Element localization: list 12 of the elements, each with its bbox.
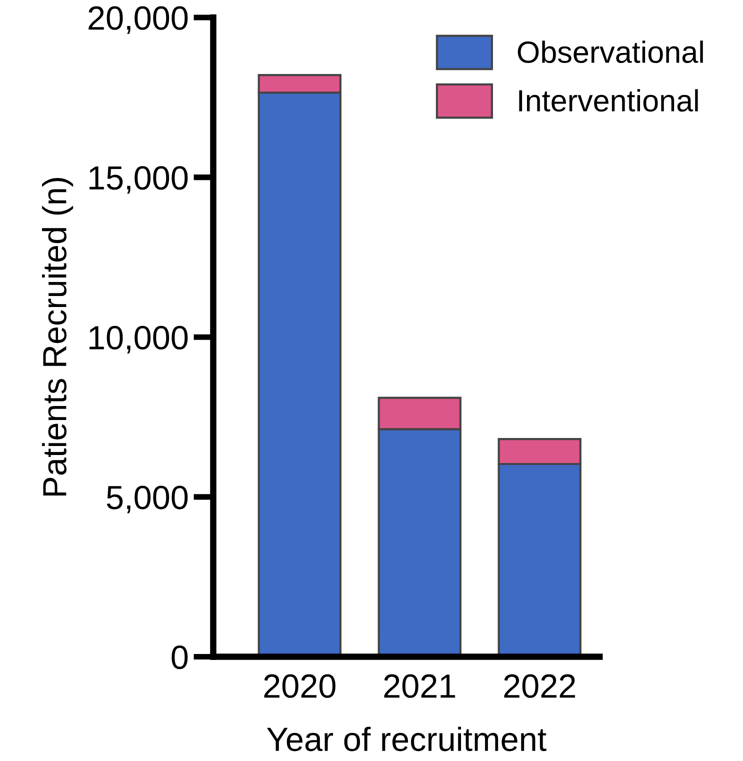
x-tick-label: 2022	[504, 674, 576, 698]
y-tick-label: 0	[172, 646, 188, 670]
legend-label: Observational	[518, 40, 703, 64]
y-axis-title: Patients Recruited (n)	[42, 178, 74, 496]
x-tick-label: 2020	[264, 674, 336, 698]
x-axis-title: Year of recruitment	[266, 726, 546, 752]
y-tick-label: 10,000	[90, 326, 188, 354]
y-tick-label: 15,000	[90, 166, 188, 194]
y-tick-label: 5,000	[106, 486, 188, 514]
x-tick-label: 2021	[384, 674, 456, 698]
legend-label: Interventional	[519, 89, 698, 112]
y-tick-label: 20,000	[88, 6, 188, 34]
